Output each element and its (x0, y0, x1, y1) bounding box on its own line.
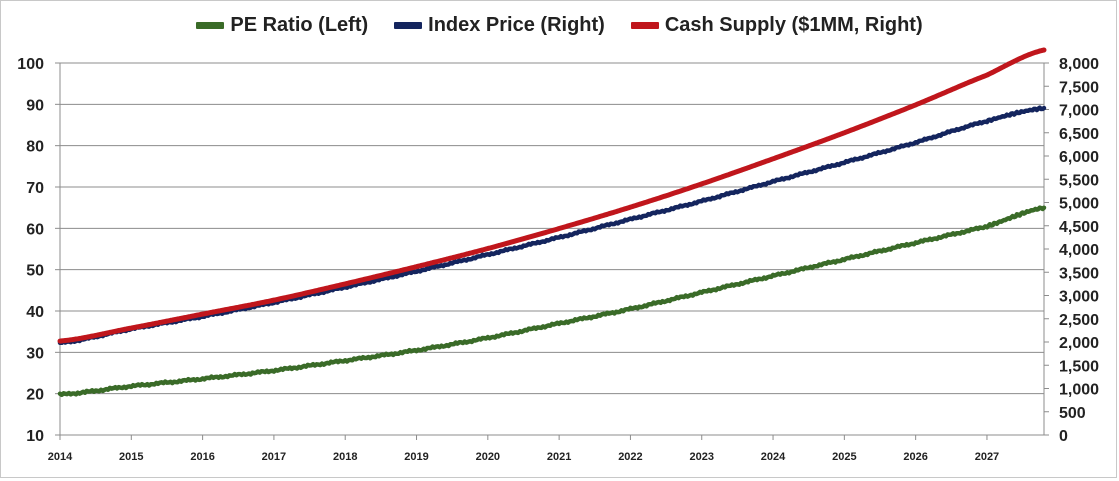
legend-label-index-price: Index Price (Right) (428, 13, 605, 36)
y-left-tick-label: 80 (26, 139, 44, 156)
x-tick-label: 2019 (404, 451, 428, 463)
series-lines (57, 47, 1047, 398)
y-left-tick-label: 70 (26, 180, 44, 197)
x-tick-label: 2014 (48, 451, 73, 463)
x-tick-label: 2025 (832, 451, 856, 463)
y-right-tick-label: 1,500 (1059, 358, 1099, 375)
legend-item-cash-supply: Cash Supply ($1MM, Right) (630, 13, 923, 37)
series-line-cash-supply (57, 47, 1047, 344)
y-right-tick-label: 3,000 (1059, 289, 1099, 306)
x-tick-label: 2023 (689, 451, 713, 463)
series-line-index-price (57, 105, 1047, 346)
legend-label-cash-supply: Cash Supply ($1MM, Right) (664, 13, 923, 36)
y-right-tick-label: 6,500 (1059, 126, 1099, 143)
y-right-tick-label: 5,500 (1059, 172, 1099, 189)
legend-label-pe-ratio: PE Ratio (Left) (230, 13, 369, 36)
x-axis-ticks: 2014 2015 2016 2017 2018 2019 2020 2021 2022 2023… (48, 435, 999, 463)
x-tick-label: 2027 (975, 451, 999, 463)
y-left-tick-label: 50 (26, 263, 44, 280)
x-tick-label: 2021 (547, 451, 571, 463)
y-left-tick-label: 90 (26, 97, 44, 114)
legend-item-pe-ratio: PE Ratio (Left) (196, 14, 368, 37)
y-right-tick-label: 7,000 (1059, 103, 1099, 120)
series-line-pe-ratio (57, 205, 1047, 398)
x-tick-label: 2024 (761, 451, 786, 463)
y-right-tick-label: 2,000 (1059, 335, 1099, 352)
x-tick-label: 2026 (903, 451, 927, 463)
y-left-tick-label: 40 (26, 304, 44, 321)
y-right-tick-label: 7,500 (1059, 79, 1099, 96)
y-axis-right-ticks: 0 500 1,000 1,500 2,000 2,500 3,000 3,500 4,000 4… (1044, 56, 1099, 445)
y-right-tick-label: 1,000 (1059, 382, 1099, 399)
y-right-tick-label: 3,500 (1059, 265, 1099, 282)
y-right-tick-label: 4,000 (1059, 242, 1099, 259)
y-left-tick-label: 100 (17, 56, 44, 73)
y-right-tick-label: 8,000 (1059, 56, 1099, 73)
legend-swatch-cash-supply (630, 21, 659, 29)
y-axis-left-ticks: 10 20 30 40 50 60 70 80 90 100 (17, 56, 60, 445)
y-right-tick-label: 6,000 (1059, 149, 1099, 166)
y-right-tick-label: 4,500 (1059, 219, 1099, 236)
y-right-tick-label: 2,500 (1059, 312, 1099, 329)
y-right-tick-label: 500 (1059, 405, 1086, 422)
y-right-tick-label: 5,000 (1059, 196, 1099, 213)
x-tick-label: 2018 (333, 451, 357, 463)
y-left-tick-label: 30 (26, 345, 44, 362)
y-left-tick-label: 60 (26, 221, 44, 238)
legend-item-index-price: Index Price (Right) (394, 14, 605, 37)
y-left-tick-label: 20 (26, 387, 44, 404)
x-tick-label: 2020 (476, 451, 500, 463)
x-tick-label: 2017 (262, 451, 286, 463)
y-left-tick-label: 10 (26, 428, 44, 445)
legend-swatch-index-price (394, 21, 423, 29)
x-tick-label: 2016 (190, 451, 214, 463)
chart-legend: PE Ratio (Left) Index Price (Right) Cash… (0, 8, 1119, 42)
x-tick-label: 2015 (119, 451, 143, 463)
legend-swatch-pe-ratio (196, 21, 225, 29)
y-right-tick-label: 0 (1059, 428, 1068, 445)
x-tick-label: 2022 (618, 451, 642, 463)
